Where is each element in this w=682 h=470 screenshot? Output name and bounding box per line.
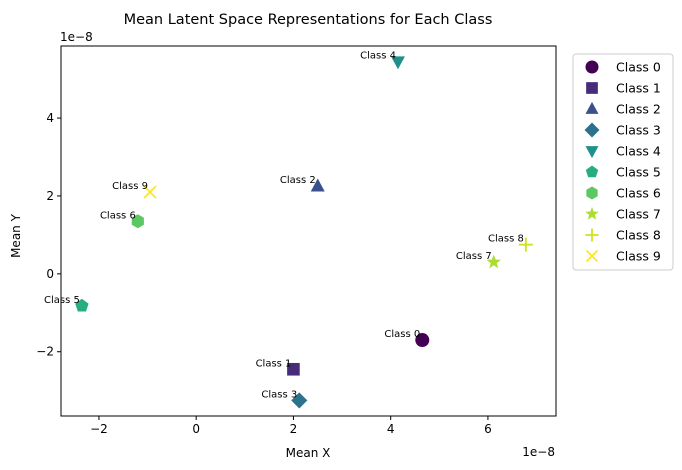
class-4-point (390, 56, 405, 70)
legend-class-2-label: Class 2 (616, 102, 661, 117)
y-tick-label: −2 (36, 345, 54, 359)
legend-class-1-label: Class 1 (616, 81, 661, 96)
x-tick-label: −2 (90, 422, 108, 436)
x-tick-label: 0 (192, 422, 200, 436)
class-8-point-label: Class 8 (488, 234, 524, 245)
class-3-point-label: Class 3 (261, 389, 297, 400)
class-7-point-label: Class 7 (456, 251, 492, 262)
class-2-point-label: Class 2 (280, 175, 316, 186)
legend-box (572, 53, 674, 271)
chart-title: Mean Latent Space Representations for Ea… (124, 12, 493, 28)
legend-class-0-label: Class 0 (616, 60, 661, 75)
data-points (75, 56, 533, 409)
legend-class-2-marker (585, 101, 599, 114)
legend-class-6-marker (586, 186, 598, 200)
legend-class-1-marker (586, 82, 598, 94)
class-9-point-label: Class 9 (112, 181, 148, 192)
legend: Class 0 Class 1 Class 2 Class 3 Class 4 Class… (572, 53, 674, 271)
x-axis-label: Mean X (286, 446, 331, 460)
y-tick-label: 2 (46, 189, 54, 203)
x-offset-label: 1e−8 (522, 445, 555, 459)
legend-class-6-label: Class 6 (616, 186, 661, 201)
class-6-point (131, 214, 144, 229)
class-5-point-label: Class 5 (44, 295, 80, 306)
plot-frame (60, 45, 557, 417)
legend-class-4-marker (585, 146, 599, 159)
legend-class-5-marker (585, 165, 599, 178)
class-3-point (291, 392, 308, 409)
class-9-point (143, 185, 157, 199)
axes: −2 0 2 4 6 −2 0 2 4 (36, 45, 557, 436)
y-offset-label: 1e−8 (60, 30, 93, 44)
legend-class-7-label: Class 7 (616, 207, 661, 222)
class-6-point-label: Class 6 (100, 210, 136, 221)
y-tick-label: 0 (46, 267, 54, 281)
class-4-point-label: Class 4 (360, 51, 396, 62)
legend-class-9-marker-b (585, 249, 599, 263)
class-1-point-label: Class 1 (256, 358, 292, 369)
class-0-point (415, 333, 430, 348)
legend-class-8-label: Class 8 (616, 228, 661, 243)
legend-class-3-marker (584, 122, 600, 138)
class-7-point (486, 254, 502, 269)
y-axis-label: Mean Y (9, 213, 23, 258)
legend-class-9-marker (585, 249, 599, 263)
legend-class-3-label: Class 3 (616, 123, 661, 138)
x-tick-label: 4 (387, 422, 395, 436)
class-5-point (75, 298, 89, 312)
legend-class-4-label: Class 4 (616, 144, 661, 159)
x-tick-label: 2 (290, 422, 298, 436)
class-0-point-label: Class 0 (384, 329, 420, 340)
point-labels: Class 0 Class 1 Class 2 Class 3 Class 4 Class… (44, 51, 524, 401)
legend-class-0-marker (585, 60, 599, 74)
legend-class-5-label: Class 5 (616, 165, 661, 180)
x-tick-label: 6 (484, 422, 492, 436)
legend-class-8-marker (585, 228, 599, 242)
class-2-point (310, 178, 325, 192)
legend-class-9-label: Class 9 (616, 249, 661, 264)
class-9-point-b (143, 185, 157, 199)
class-1-point (287, 362, 300, 376)
legend-class-7-marker (585, 206, 599, 220)
y-tick-label: 4 (46, 111, 54, 125)
class-8-point (518, 237, 533, 252)
